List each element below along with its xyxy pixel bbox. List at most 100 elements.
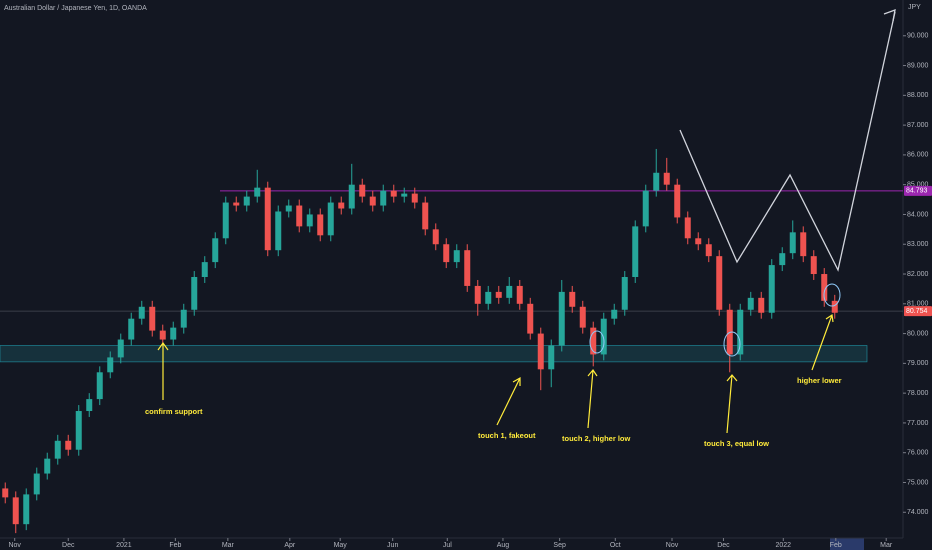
candle-body (170, 327, 177, 340)
candle-body (548, 345, 555, 370)
y-tick-label: 82.000 (907, 271, 929, 278)
y-tick-label: 80.000 (907, 330, 929, 337)
candle-body (422, 202, 429, 230)
candle-body (243, 196, 250, 206)
axis-highlight (830, 538, 864, 550)
candle-body (65, 440, 72, 450)
y-tick-label: 77.000 (907, 420, 929, 427)
touch-ellipse (823, 283, 841, 307)
x-tick-label: Apr (284, 542, 296, 549)
arrow (726, 374, 738, 434)
arrow (587, 368, 598, 429)
candle-body (432, 229, 439, 245)
candle-body (737, 309, 744, 355)
candle-body (285, 205, 292, 212)
candle-body (716, 256, 723, 310)
candle-body (401, 193, 408, 197)
x-tick-label: Mar (880, 542, 893, 549)
y-tick-label: 79.000 (907, 360, 929, 367)
candle-body (75, 411, 82, 450)
candle-body (317, 214, 324, 236)
resistance-label: 84.793 (906, 188, 928, 195)
candle-body (747, 297, 754, 310)
x-tick-label: Feb (169, 542, 181, 549)
candle-body (642, 190, 649, 227)
projection-path (679, 11, 896, 272)
chart-title: Australian Dollar / Japanese Yen, 1D, OA… (4, 5, 147, 12)
y-tick-label: 76.000 (907, 450, 929, 457)
candle-body (506, 285, 513, 298)
annotation: touch 2, higher low (562, 434, 631, 443)
resistance-label-box (904, 185, 932, 196)
candle-body (149, 306, 156, 331)
candle-body (2, 488, 9, 498)
annotation: confirm support (145, 407, 203, 416)
candle-body (684, 217, 691, 239)
candle-body (96, 372, 103, 400)
candle-body (443, 244, 450, 263)
candle-body (390, 190, 397, 197)
y-tick-label: 83.000 (907, 241, 929, 248)
candle-body (632, 226, 639, 277)
candle-body (600, 318, 607, 355)
last-price-label: 80.754 (906, 308, 928, 315)
x-tick-label: 2021 (116, 542, 132, 549)
candle-body (831, 300, 838, 313)
y-tick-label: 87.000 (907, 122, 929, 129)
candle-body (180, 309, 187, 328)
candle-body (33, 473, 40, 495)
currency-label: JPY (908, 4, 921, 11)
candle-body (663, 172, 670, 185)
x-tick-label: Dec (62, 542, 75, 549)
candle-body (758, 297, 765, 313)
candle-body (201, 262, 208, 277)
candle-body (779, 253, 786, 266)
candle-body (233, 202, 240, 206)
candle-body (44, 458, 51, 474)
candle-body (810, 256, 817, 275)
y-tick-label: 81.000 (907, 301, 929, 308)
y-tick-label: 84.000 (907, 211, 929, 218)
projection (679, 9, 896, 272)
candle-body (191, 277, 198, 310)
y-tick-label: 85.000 (907, 182, 929, 189)
x-tick-label: Jun (387, 542, 398, 549)
touch-ellipse (723, 331, 741, 357)
last-price-label-box (904, 306, 932, 317)
candle-body (128, 318, 135, 340)
candle-body (12, 497, 19, 525)
x-tick-label: Dec (717, 542, 730, 549)
x-tick-label: Nov (8, 542, 21, 549)
annotation: touch 3, equal low (704, 439, 769, 448)
candle-body (222, 202, 229, 239)
candle-body (569, 291, 576, 307)
candle-body (768, 265, 775, 313)
candle-body (485, 291, 492, 304)
candle-body (86, 399, 93, 412)
candle-body (474, 285, 481, 304)
y-tick-label: 89.000 (907, 62, 929, 69)
candle-body (516, 285, 523, 304)
candle-body (264, 187, 271, 251)
candle-body (117, 339, 124, 358)
arrow (811, 313, 834, 371)
candle-body (159, 330, 166, 340)
candle-body (705, 244, 712, 257)
x-tick-label: May (334, 542, 348, 549)
candle-body (306, 214, 313, 227)
plot (0, 148, 903, 534)
y-tick-label: 78.000 (907, 390, 929, 397)
candle-body (558, 291, 565, 346)
candle-body (674, 184, 681, 218)
candle-body (821, 274, 828, 301)
candle-body (254, 187, 261, 197)
arrow (157, 341, 169, 400)
candle-body (359, 184, 366, 197)
touch-markers (589, 283, 841, 357)
candle-body (653, 172, 660, 191)
candle-body (327, 202, 334, 236)
candle-body (138, 306, 145, 319)
candle-body (348, 184, 355, 209)
candle-body (54, 440, 61, 459)
